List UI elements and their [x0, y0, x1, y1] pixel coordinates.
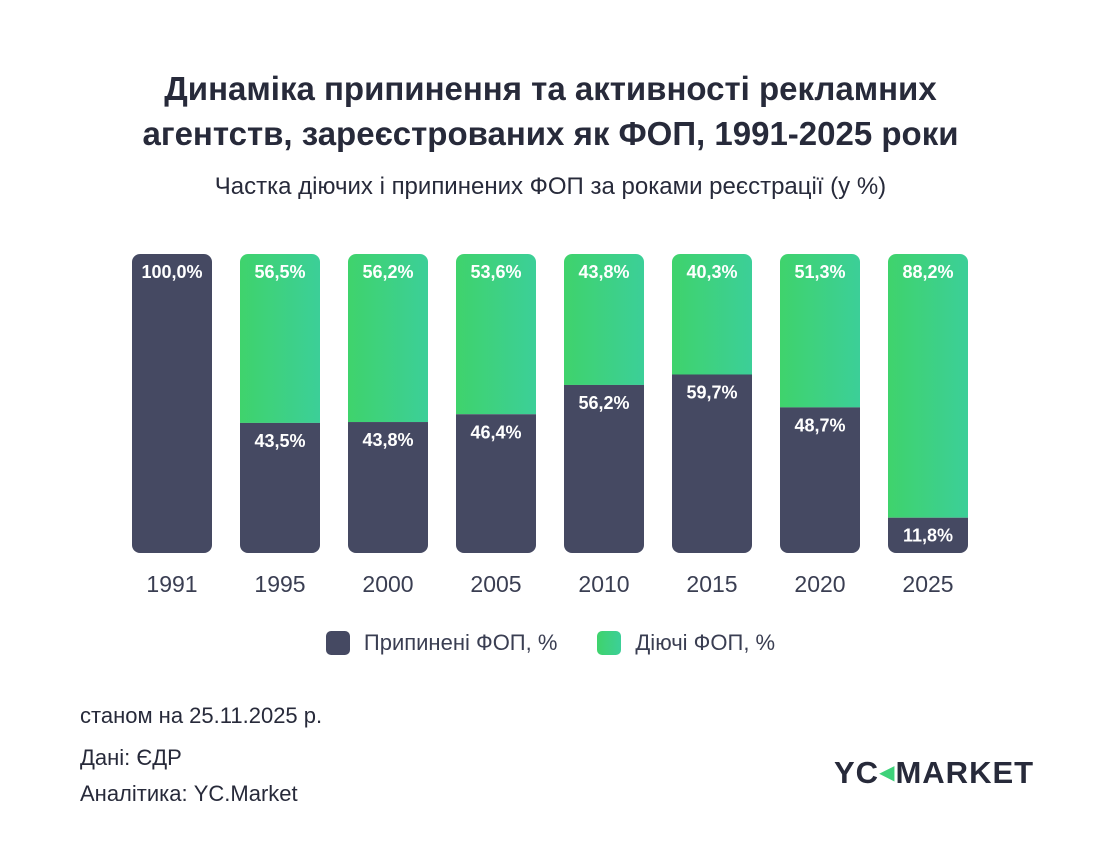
- analytics-credit: Аналітика: YC.Market: [80, 781, 298, 806]
- logo-accent-icon: ◀: [879, 762, 896, 784]
- label-stopped-2015: 59,7%: [686, 382, 737, 402]
- legend-item-stopped: Припинені ФОП, %: [325, 630, 558, 656]
- bar-stack-2015: [672, 254, 752, 553]
- label-stopped-2005: 46,4%: [470, 422, 521, 442]
- bar-stopped-2015: [672, 374, 752, 553]
- bar-stack-2020: [780, 254, 860, 553]
- x-tick-2000: 2000: [362, 571, 413, 597]
- legend-label-stopped: Припинені ФОП, %: [363, 630, 558, 655]
- logo-yc: YC: [834, 755, 880, 790]
- bar-stopped-2000: [348, 422, 428, 553]
- as-of-date: станом на 25.11.2025 р.: [80, 703, 323, 728]
- bar-chart: 100,0% 1991 56,5% 43,5% 1995 56,2% 43,8% 2000 53…: [132, 254, 968, 597]
- legend-swatch-active: [597, 631, 622, 655]
- x-tick-2005: 2005: [470, 571, 521, 597]
- bar-stopped-2025: [888, 517, 968, 553]
- label-stopped-1995: 43,5%: [254, 431, 305, 451]
- bar-stack-2025: [888, 254, 968, 553]
- label-active-2005: 53,6%: [470, 262, 521, 282]
- label-stopped-2010: 56,2%: [578, 393, 629, 413]
- legend-label-active: Діючі ФОП, %: [635, 630, 776, 655]
- label-active-2025: 88,2%: [902, 262, 953, 282]
- bar-active-2005: [456, 254, 536, 415]
- bar-stopped-2010: [564, 384, 644, 553]
- bar-stopped-1995: [240, 422, 320, 553]
- logo-market: MARKET: [895, 755, 1035, 790]
- bar-active-2010: [564, 254, 644, 385]
- bar-stack-2000: [348, 254, 428, 553]
- label-stopped-2025: 11,8%: [903, 526, 953, 546]
- x-tick-1991: 1991: [146, 571, 197, 597]
- x-tick-2025: 2025: [902, 571, 953, 597]
- label-active-1995: 56,5%: [254, 262, 305, 282]
- chart-subtitle: Частка діючих і припинених ФОП за роками…: [214, 173, 887, 200]
- bar-active-2020: [780, 254, 860, 408]
- title-line-2: агентств, зареєстрованих як ФОП, 1991-20…: [142, 115, 959, 152]
- label-active-2015: 40,3%: [686, 262, 737, 282]
- x-tick-2020: 2020: [794, 571, 845, 597]
- label-active-2000: 56,2%: [362, 262, 413, 282]
- bar-stack-1995: [240, 254, 320, 553]
- data-source: Дані: ЄДР: [80, 745, 182, 770]
- title-line-1: Динаміка припинення та активності реклам…: [164, 70, 937, 107]
- legend-swatch-stopped: [325, 631, 350, 655]
- label-stopped-1991: 100,0%: [141, 262, 202, 282]
- x-tick-2015: 2015: [686, 571, 737, 597]
- bar-stack-2010: [564, 254, 644, 553]
- x-tick-2010: 2010: [578, 571, 629, 597]
- legend: Припинені ФОП, % Діючі ФОП, %: [0, 630, 1101, 656]
- bar-stopped-1991: [132, 254, 212, 553]
- bar-active-2000: [348, 254, 428, 423]
- label-active-2020: 51,3%: [794, 262, 845, 282]
- legend-item-active: Діючі ФОП, %: [597, 630, 775, 656]
- chart-title: Динаміка припинення та активності реклам…: [0, 66, 1101, 156]
- bar-active-1995: [240, 254, 320, 423]
- bar-active-2025: [888, 254, 968, 518]
- label-stopped-2020: 48,7%: [794, 415, 845, 435]
- label-active-2010: 43,8%: [578, 262, 629, 282]
- bar-stack-2005: [456, 254, 536, 553]
- yc-market-logo: YC◀MARKET: [834, 755, 1034, 791]
- bar-active-2015: [672, 254, 752, 375]
- bar-stack-1991: [132, 254, 212, 553]
- label-stopped-2000: 43,8%: [362, 430, 413, 450]
- bar-stopped-2020: [780, 407, 860, 553]
- bar-stopped-2005: [456, 414, 536, 553]
- x-tick-1995: 1995: [254, 571, 305, 597]
